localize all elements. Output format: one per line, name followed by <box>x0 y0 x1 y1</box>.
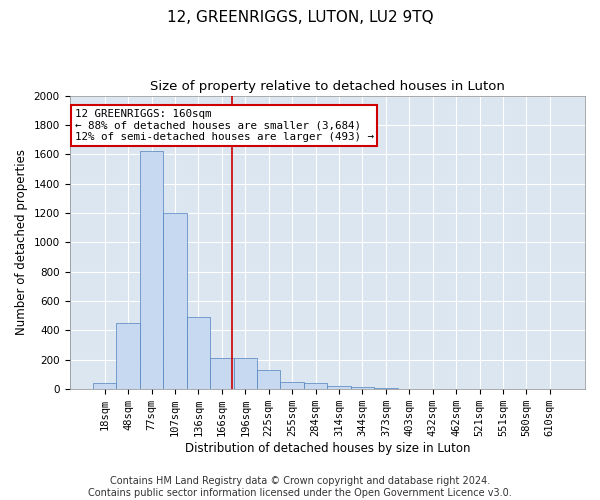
Bar <box>350 387 374 389</box>
X-axis label: Distribution of detached houses by size in Luton: Distribution of detached houses by size … <box>185 442 470 455</box>
Text: 12, GREENRIGGS, LUTON, LU2 9TQ: 12, GREENRIGGS, LUTON, LU2 9TQ <box>167 10 433 25</box>
Bar <box>210 358 233 389</box>
Bar <box>327 386 350 389</box>
Bar <box>280 382 304 389</box>
Bar <box>116 323 140 389</box>
Bar <box>163 213 187 389</box>
Bar <box>257 370 280 389</box>
Bar <box>187 318 210 389</box>
Text: 12 GREENRIGGS: 160sqm
← 88% of detached houses are smaller (3,684)
12% of semi-d: 12 GREENRIGGS: 160sqm ← 88% of detached … <box>74 109 374 142</box>
Bar <box>233 358 257 389</box>
Title: Size of property relative to detached houses in Luton: Size of property relative to detached ho… <box>150 80 505 93</box>
Bar <box>93 384 116 389</box>
Bar <box>374 388 398 389</box>
Bar <box>304 384 327 389</box>
Bar <box>140 152 163 389</box>
Text: Contains HM Land Registry data © Crown copyright and database right 2024.
Contai: Contains HM Land Registry data © Crown c… <box>88 476 512 498</box>
Y-axis label: Number of detached properties: Number of detached properties <box>15 150 28 336</box>
